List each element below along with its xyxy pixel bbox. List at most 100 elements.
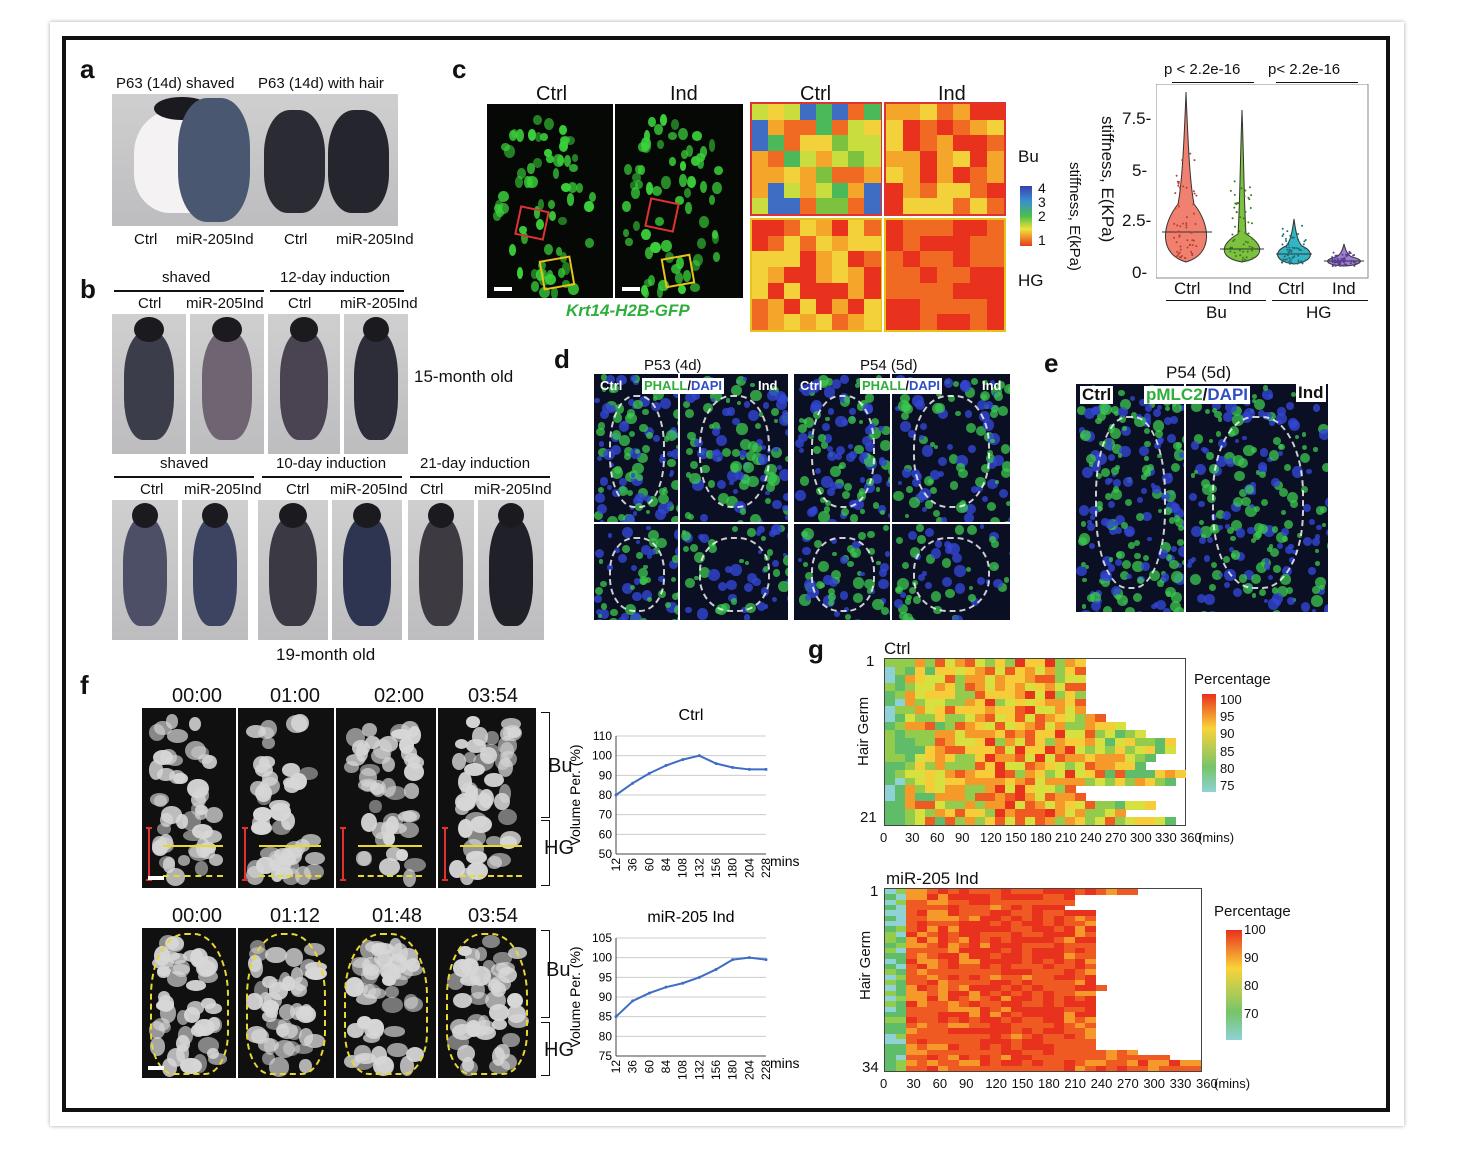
if-signal <box>1001 468 1010 478</box>
b-photo-4 <box>344 314 408 454</box>
if-signal <box>1231 413 1244 426</box>
if-signal <box>1277 586 1289 597</box>
if-signal <box>1173 508 1184 519</box>
stiffness-cell <box>848 235 865 252</box>
if-signal <box>597 613 603 618</box>
if-signal <box>1078 505 1090 517</box>
stiffness-cell <box>902 166 921 184</box>
if-signal <box>1315 506 1325 515</box>
stiffness-cell <box>832 298 849 315</box>
if-signal <box>1200 479 1210 489</box>
if-signal <box>833 611 840 618</box>
f-row1-time-3: 02:00 <box>374 685 425 707</box>
if-signal <box>1152 420 1165 432</box>
legend-tick-label: 90 <box>1244 950 1259 965</box>
stiffness-cell <box>848 135 865 152</box>
c-gene-label: Krt14-H2B-GFP <box>566 301 690 320</box>
if-signal <box>1190 441 1200 450</box>
percentage-cell <box>1035 817 1046 826</box>
violin-point <box>1237 202 1240 205</box>
nucleus <box>535 219 544 230</box>
if-signal <box>909 586 917 594</box>
c-pvalue-2: p< 2.2e-16 <box>1268 61 1341 78</box>
cell-blob <box>465 716 480 728</box>
stiffness-cell <box>970 135 988 152</box>
a-photo-2 <box>252 94 398 226</box>
f-frame-6 <box>238 928 334 1078</box>
data-point <box>647 771 651 775</box>
if-signal <box>1204 594 1215 605</box>
f-frame-7 <box>336 928 436 1078</box>
if-signal <box>948 542 961 555</box>
if-signal <box>1321 522 1326 527</box>
stiffness-cell <box>800 166 817 184</box>
violin-point <box>1250 222 1253 225</box>
stiffness-cell <box>768 298 785 315</box>
f-row1-bracket-bu <box>541 712 550 818</box>
percentage-cell <box>969 1065 981 1072</box>
violin-point <box>1174 192 1177 195</box>
if-signal <box>1111 489 1122 500</box>
e-title: P54 (5d) <box>1166 363 1232 382</box>
violin-point <box>1191 239 1194 242</box>
if-signal <box>895 537 903 545</box>
if-signal <box>1299 453 1310 464</box>
if-signal <box>1314 548 1319 553</box>
violin-point <box>1185 222 1188 225</box>
y-tick-label: 90 <box>599 990 613 1004</box>
if-signal <box>760 535 766 542</box>
b-row1-line-2 <box>270 290 404 292</box>
if-signal <box>887 466 890 477</box>
violin-point <box>1179 225 1182 228</box>
if-signal <box>669 618 678 620</box>
if-signal <box>736 519 745 522</box>
stiffness-cell <box>864 220 881 237</box>
percentage-cell <box>1137 1065 1149 1072</box>
if-signal <box>1095 417 1102 425</box>
if-signal <box>1125 607 1135 612</box>
if-signal <box>799 594 811 606</box>
stiffness-cell <box>886 314 904 331</box>
cell-blob <box>371 779 387 797</box>
nucleus <box>520 231 528 245</box>
if-signal <box>1118 389 1125 397</box>
if-signal <box>652 396 658 401</box>
stiffness-cell <box>886 119 904 136</box>
percentage-cell <box>945 817 956 826</box>
percentage-cell <box>1011 1065 1023 1072</box>
b-row1-age: 15-month old <box>414 367 514 386</box>
data-point <box>764 958 768 962</box>
if-signal <box>690 438 699 448</box>
if-signal <box>924 500 934 509</box>
tissue-outline <box>699 537 771 613</box>
stiffness-cell <box>784 119 801 136</box>
if-signal <box>745 451 756 461</box>
if-signal <box>807 508 817 518</box>
violin-point <box>1232 240 1235 243</box>
c-scale-label: stiffness, E(kPa) <box>1066 162 1083 271</box>
legend-tick-label: 70 <box>1244 1006 1259 1021</box>
b-photo-2 <box>190 314 264 454</box>
percentage-cell <box>1145 817 1156 826</box>
if-signal <box>858 532 866 541</box>
nucleus <box>584 201 594 212</box>
tissue-outline <box>811 394 875 509</box>
if-signal <box>607 515 619 522</box>
c-heat-title-ind: Ind <box>938 83 966 105</box>
violin-point <box>1331 256 1334 259</box>
if-signal <box>689 472 701 485</box>
violin-point <box>1177 182 1180 185</box>
if-signal <box>1302 504 1311 513</box>
data-point <box>731 765 735 769</box>
stiffness-cell <box>886 151 904 168</box>
nucleus <box>516 129 525 142</box>
nucleus <box>691 131 703 142</box>
violin-point <box>1333 261 1336 264</box>
g-ind-ylabel: Hair Germ <box>857 930 874 1000</box>
follicle-outline <box>149 932 229 1075</box>
if-signal <box>785 514 788 520</box>
if-signal <box>1201 446 1207 452</box>
c-row-label-bu: Bu <box>1018 147 1039 166</box>
if-signal <box>682 401 690 408</box>
if-signal <box>690 543 698 552</box>
